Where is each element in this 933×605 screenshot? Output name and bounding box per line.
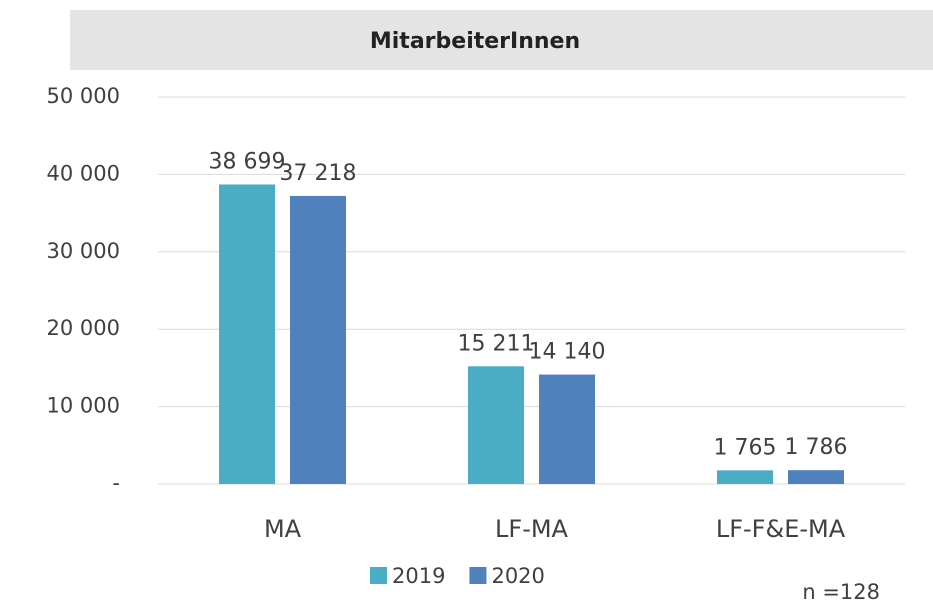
bar — [290, 196, 346, 484]
value-label: 37 218 — [280, 161, 357, 186]
legend-swatch — [370, 567, 387, 584]
y-tick-label: 10 000 — [47, 394, 120, 418]
value-label: 38 699 — [209, 149, 286, 174]
value-label: 1 786 — [785, 435, 848, 460]
chart-title: MitarbeiterInnen — [370, 29, 580, 54]
bar — [717, 470, 773, 484]
value-label: 15 211 — [458, 331, 535, 356]
x-tick-label: LF-F&E-MA — [716, 515, 846, 543]
y-tick-label: 40 000 — [47, 161, 120, 185]
bar — [219, 184, 275, 484]
chart: MitarbeiterInnen n =128 - 10 000 20 000 30 … — [0, 0, 933, 605]
bar — [468, 366, 524, 484]
y-tick-label: 30 000 — [47, 239, 120, 263]
y-tick-label: 50 000 — [47, 84, 120, 108]
legend-swatch — [469, 567, 486, 584]
annotation: n =128 — [802, 580, 880, 604]
value-label: 1 765 — [714, 435, 777, 460]
y-tick-label: - — [112, 471, 120, 495]
bar — [539, 375, 595, 484]
value-label: 14 140 — [529, 340, 606, 365]
bar — [788, 470, 844, 484]
x-tick-label: MA — [264, 515, 302, 543]
y-tick-label: 20 000 — [47, 316, 120, 340]
legend-label: 2019 — [392, 564, 445, 588]
legend-label: 2020 — [491, 564, 544, 588]
x-tick-label: LF-MA — [495, 515, 569, 543]
